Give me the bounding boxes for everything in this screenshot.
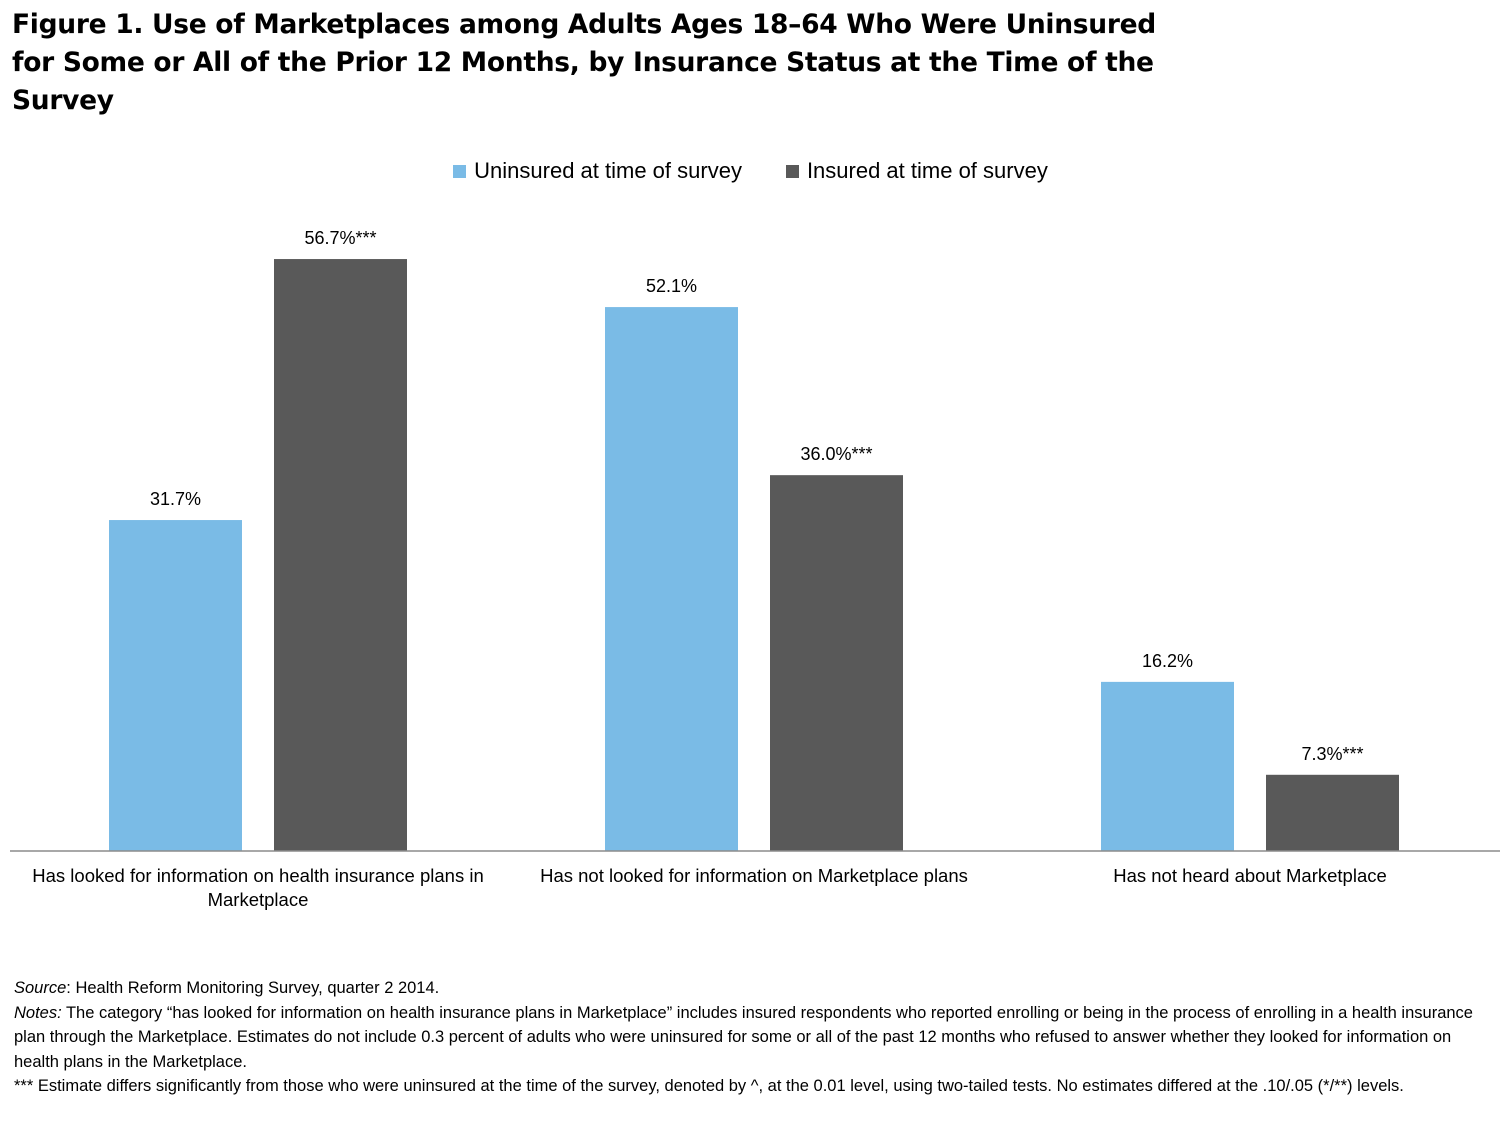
source-label: Source <box>14 979 67 997</box>
data-label-insured-1: 56.7%*** <box>304 228 376 248</box>
chart-title: Figure 1. Use of Marketplaces among Adul… <box>12 9 1156 116</box>
significance-note: *** Estimate differs significantly from … <box>14 1077 1404 1095</box>
legend-label-uninsured: Uninsured at time of survey <box>474 158 742 183</box>
data-label-uninsured-1: 31.7% <box>150 489 201 509</box>
category-label-2: Has not looked for information on Market… <box>540 865 968 886</box>
bars-layer <box>109 259 1399 851</box>
footnotes: Source: Health Reform Monitoring Survey,… <box>14 976 1494 1099</box>
chart-legend: Uninsured at time of survey Insured at t… <box>0 156 1501 186</box>
notes-label: Notes: <box>14 1003 62 1022</box>
notes-paragraph: Notes: The category “has looked for info… <box>14 1001 1494 1075</box>
notes-text: The category “has looked for information… <box>14 1003 1473 1071</box>
data-label-uninsured-2: 52.1% <box>646 276 697 296</box>
legend-item-insured: Insured at time of survey <box>785 156 1048 186</box>
bar-uninsured-3 <box>1101 681 1234 851</box>
labels-layer: 31.7% 56.7%*** Has looked for information … <box>32 228 1387 910</box>
legend-swatch-uninsured <box>453 164 467 178</box>
source-text: : Health Reform Monitoring Survey, quart… <box>66 979 440 997</box>
legend-item-uninsured: Uninsured at time of survey <box>453 156 742 186</box>
category-label-3: Has not heard about Marketplace <box>1113 865 1387 886</box>
bar-insured-3 <box>1266 774 1399 851</box>
data-label-insured-3: 7.3%*** <box>1301 744 1363 764</box>
legend-label-insured: Insured at time of survey <box>806 158 1048 183</box>
bar-insured-2 <box>770 475 903 851</box>
bar-uninsured-1 <box>109 520 242 851</box>
source-note: Source: Health Reform Monitoring Survey,… <box>14 976 1494 1001</box>
category-label-1: Has looked for information on health ins… <box>32 865 483 910</box>
bar-chart: 31.7% 56.7%*** Has looked for information … <box>10 228 1500 910</box>
legend-swatch-insured <box>785 164 799 178</box>
bar-uninsured-2 <box>605 307 738 851</box>
data-label-uninsured-3: 16.2% <box>1142 651 1193 671</box>
bar-insured-1 <box>274 259 407 851</box>
data-label-insured-2: 36.0%*** <box>800 444 872 464</box>
